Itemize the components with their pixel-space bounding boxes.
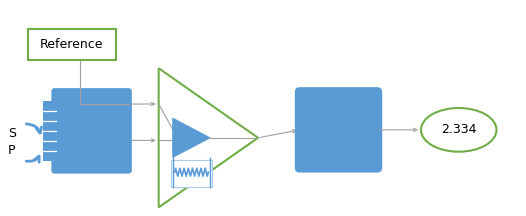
FancyBboxPatch shape [27, 29, 116, 60]
Polygon shape [173, 118, 210, 158]
Text: S: S [8, 127, 16, 140]
Bar [44, 101, 53, 161]
Bar [170, 160, 213, 187]
Text: Reference: Reference [40, 38, 104, 51]
Text: P: P [8, 144, 15, 157]
Text: 2.334: 2.334 [441, 123, 477, 136]
FancyBboxPatch shape [295, 87, 382, 173]
FancyBboxPatch shape [52, 88, 132, 174]
